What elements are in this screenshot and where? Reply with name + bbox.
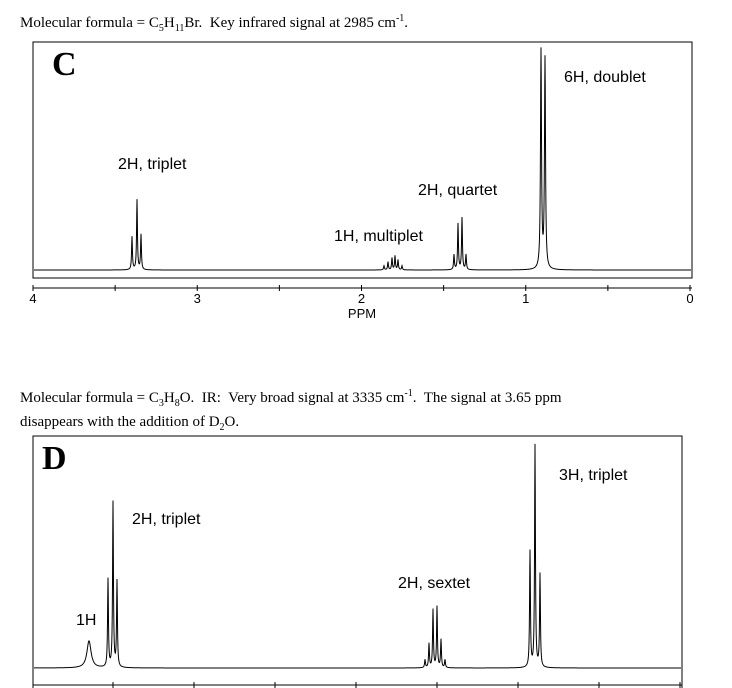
problem-statement: Molecular formula = C5H11Br. Key infrare… [20, 10, 408, 38]
subscript: 3 [158, 398, 164, 409]
axis-title: PPM [348, 306, 376, 321]
peak-label: 2H, sextet [398, 575, 471, 592]
spectrum-letter: D [42, 440, 67, 477]
subscript: 5 [158, 23, 164, 34]
peak-label: 2H, triplet [132, 511, 201, 528]
spectrum-frame [32, 435, 683, 688]
spectrum-trace [34, 47, 691, 271]
tick-label: 3 [194, 291, 201, 306]
text: disappears with the addition of D [20, 414, 220, 430]
text: H [163, 390, 175, 406]
text: . The signal at 3.65 ppm [412, 390, 562, 406]
axis-ticks: 4 3 2 1 0 [29, 285, 694, 306]
problem-statement: Molecular formula = C3H8O. IR: Very broa… [20, 385, 562, 437]
superscript: -1 [404, 388, 413, 399]
tick-label: 2 [358, 291, 365, 306]
subscript: 8 [174, 398, 180, 409]
text: Br. Key infrared signal at 2985 cm [184, 15, 396, 31]
peak-label: 2H, quartet [418, 182, 498, 199]
spectrum-trace [34, 443, 681, 669]
text: . [404, 15, 409, 31]
peak-label: 1H, multiplet [334, 228, 423, 245]
spectrum-frame [32, 41, 693, 279]
peak-label: 6H, doublet [564, 69, 646, 86]
tick-label: 0 [686, 291, 693, 306]
text: O. [224, 414, 240, 430]
subscript: 11 [174, 23, 185, 34]
text: Molecular formula = C [20, 15, 159, 31]
text: Molecular formula = C [20, 390, 159, 406]
tick-label: 1 [522, 291, 529, 306]
text: O. IR: Very broad signal at 3335 cm [179, 390, 405, 406]
subscript: 2 [219, 422, 225, 433]
peak-label: 2H, triplet [118, 156, 187, 173]
text: H [163, 15, 175, 31]
peak-label: 1H [76, 612, 96, 629]
spectrum-letter: C [52, 46, 77, 83]
peak-label: 3H, triplet [559, 467, 628, 484]
axis-ticks [112, 682, 681, 688]
tick-label: 4 [29, 291, 36, 306]
superscript: -1 [395, 13, 405, 24]
